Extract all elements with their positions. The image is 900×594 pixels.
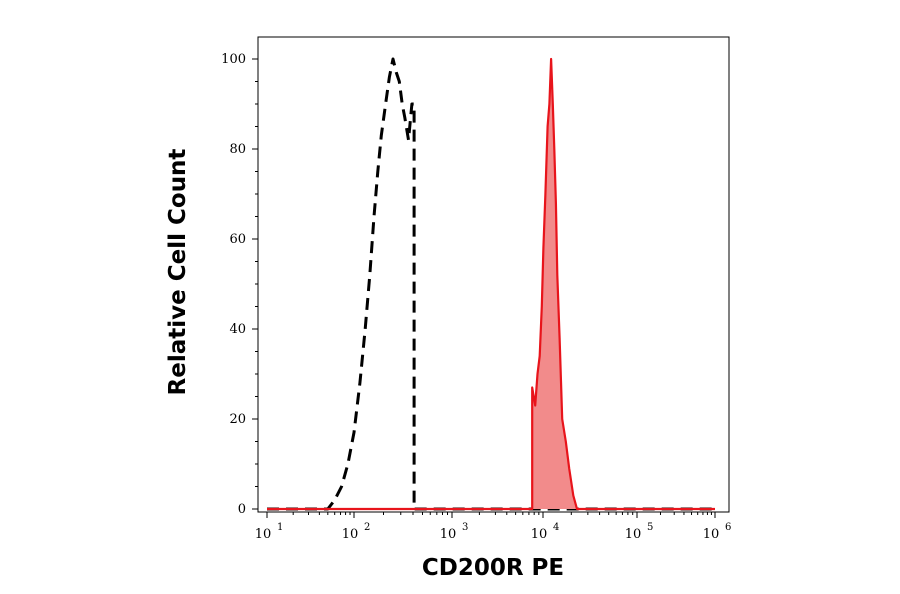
x-tick-exp-1: 1 (277, 522, 283, 533)
x-tick-label-4: 10 (531, 527, 548, 542)
x-tick-exp-5: 5 (647, 522, 653, 533)
plot-frame (257, 36, 730, 513)
x-tick-exp-6: 6 (725, 522, 731, 533)
x-tick-exp-3: 3 (462, 522, 468, 533)
y-axis: 0 20 40 60 80 100 (221, 52, 258, 517)
x-tick-exp-2: 2 (364, 522, 370, 533)
series-layer (267, 57, 715, 511)
x-tick-label-5: 10 (625, 527, 642, 542)
series-1-line (267, 57, 715, 511)
y-axis-title: Relative Cell Count (165, 149, 191, 396)
y-tick-label-80: 80 (229, 142, 246, 157)
y-tick-label-0: 0 (238, 502, 246, 517)
x-tick-exp-4: 4 (553, 522, 559, 533)
x-axis: 10 1 10 2 10 3 10 4 10 5 10 6 (255, 512, 731, 542)
x-tick-label-1: 10 (255, 527, 272, 542)
series-1-fill (267, 59, 715, 509)
x-tick-label-6: 10 (703, 527, 720, 542)
series-0-line (267, 57, 715, 511)
y-tick-label-100: 100 (221, 52, 246, 67)
y-tick-label-60: 60 (229, 232, 246, 247)
y-tick-label-20: 20 (229, 412, 246, 427)
x-tick-label-3: 10 (440, 527, 457, 542)
x-axis-title: CD200R PE (422, 555, 564, 581)
y-tick-label-40: 40 (229, 322, 246, 337)
x-tick-label-2: 10 (342, 527, 359, 542)
